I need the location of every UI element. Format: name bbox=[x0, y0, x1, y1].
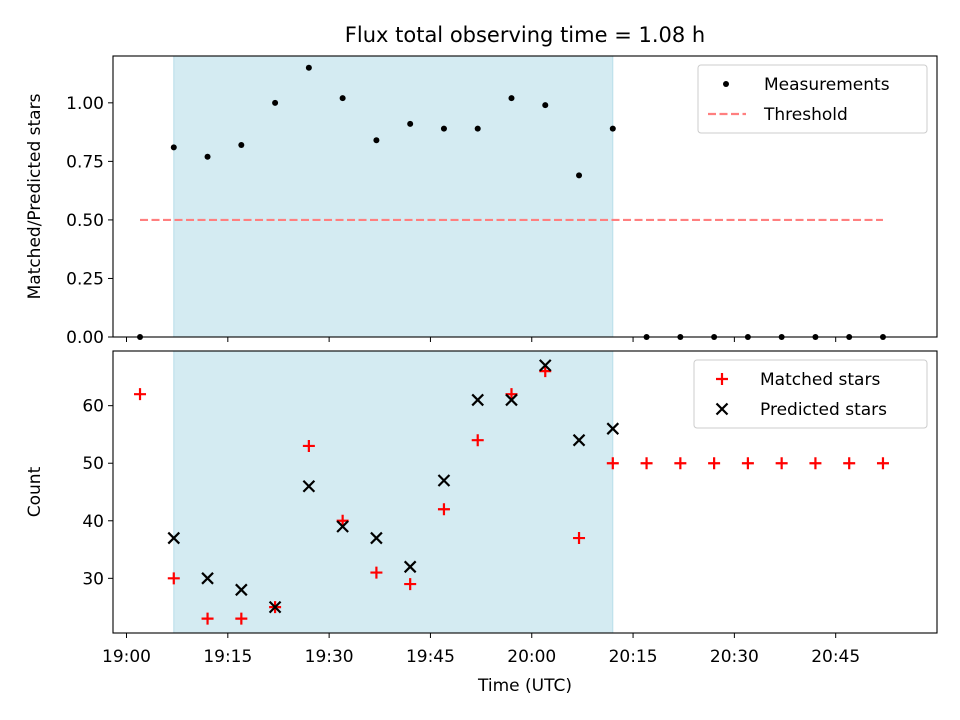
matched-star-point bbox=[573, 532, 586, 545]
matched-star-point bbox=[235, 612, 248, 625]
matched-star-point bbox=[336, 514, 349, 527]
predicted-star-point bbox=[268, 600, 282, 614]
measurement-point bbox=[609, 125, 616, 132]
matched-star-point bbox=[471, 434, 484, 447]
legend-label: Measurements bbox=[764, 75, 890, 95]
legend-label: Predicted stars bbox=[760, 400, 887, 420]
legend-x-marker bbox=[715, 402, 729, 416]
predicted-star-point bbox=[201, 572, 214, 585]
matched-star-point bbox=[640, 457, 653, 470]
axes-frame bbox=[112, 350, 938, 634]
measurement-point bbox=[204, 153, 211, 160]
matched-star-point bbox=[201, 612, 214, 625]
y-tick-label: 1.00 bbox=[66, 94, 104, 114]
predicted-star-point bbox=[403, 560, 417, 574]
predicted-star-point bbox=[336, 520, 349, 533]
predicted-star-point bbox=[437, 474, 451, 487]
matched-star-point bbox=[404, 578, 417, 591]
y-tick-label: 50 bbox=[82, 454, 104, 474]
matched-star-point bbox=[606, 457, 619, 470]
measurement-point bbox=[576, 172, 583, 179]
x-tick-label: 19:00 bbox=[102, 647, 151, 667]
legend-dot-marker bbox=[723, 81, 729, 87]
y-tick-label: 60 bbox=[82, 397, 104, 417]
predicted-star-point bbox=[471, 393, 484, 407]
x-tick-label: 20:45 bbox=[811, 647, 860, 667]
predicted-star-point bbox=[167, 531, 181, 545]
matched-star-point bbox=[505, 388, 518, 401]
x-tick-label: 19:15 bbox=[203, 647, 252, 667]
bottom-panel: 30 40 50 60 19:00 19:15 19:30 19:45 20:00 20:15 20… bbox=[25, 350, 938, 696]
y-tick-label: 30 bbox=[82, 569, 104, 589]
measurement-point bbox=[272, 99, 279, 106]
legend-box bbox=[697, 64, 928, 134]
x-axis-label: Time (UTC) bbox=[477, 676, 572, 696]
x-tick-label: 20:30 bbox=[710, 647, 759, 667]
measurement-point bbox=[339, 95, 346, 102]
matched-star-point bbox=[809, 457, 822, 470]
predicted-star-point bbox=[606, 422, 620, 435]
measurement-point bbox=[373, 137, 380, 144]
legend-label: Matched stars bbox=[760, 370, 880, 390]
x-tick-label: 19:45 bbox=[406, 647, 455, 667]
measurement-point bbox=[305, 64, 312, 71]
matched-star-point bbox=[370, 566, 383, 579]
shaded-observing-window bbox=[173, 350, 614, 634]
top-panel: 0.00 0.25 0.50 0.75 1.00 Matched/Predicted st… bbox=[25, 55, 938, 348]
predicted-star-point bbox=[370, 531, 383, 545]
matched-star-point bbox=[539, 365, 552, 378]
matched-star-point bbox=[167, 572, 180, 585]
measurement-point bbox=[474, 125, 481, 132]
predicted-star-point bbox=[302, 479, 316, 493]
matched-star-point bbox=[843, 457, 856, 470]
measurement-point bbox=[508, 95, 515, 102]
legend-label: Threshold bbox=[763, 105, 848, 125]
measurement-point bbox=[440, 125, 447, 132]
legend: Matched stars Predicted stars bbox=[693, 359, 928, 429]
legend: Measurements Threshold bbox=[697, 64, 928, 134]
figure-title: Flux total observing time = 1.08 h bbox=[345, 23, 705, 47]
y-tick-label: 0.00 bbox=[66, 328, 104, 348]
x-tick-label: 20:15 bbox=[609, 647, 658, 667]
y-tick-label: 40 bbox=[82, 512, 104, 532]
measurement-point bbox=[238, 141, 245, 148]
legend-plus-marker bbox=[716, 373, 728, 385]
measurement-point bbox=[407, 120, 414, 127]
y-tick-label: 0.75 bbox=[66, 152, 104, 172]
matched-star-point bbox=[876, 457, 889, 470]
matched-star-point bbox=[437, 503, 450, 516]
matched-star-point bbox=[708, 457, 721, 470]
matched-star-point bbox=[302, 439, 315, 452]
measurement-point bbox=[170, 144, 177, 151]
axes-frame bbox=[112, 55, 938, 338]
x-tick-label: 19:30 bbox=[305, 647, 354, 667]
y-axis-label: Matched/Predicted stars bbox=[25, 93, 45, 299]
shaded-observing-window bbox=[173, 55, 614, 338]
predicted-star-point bbox=[572, 433, 586, 447]
y-tick-label: 0.25 bbox=[66, 269, 104, 289]
matched-star-point bbox=[741, 457, 754, 470]
predicted-star-point bbox=[505, 393, 518, 407]
y-tick-label: 0.50 bbox=[66, 211, 104, 231]
measurement-point bbox=[542, 102, 549, 109]
predicted-star-point bbox=[538, 359, 552, 372]
legend-box bbox=[693, 359, 928, 429]
x-tick-label: 20:00 bbox=[507, 647, 556, 667]
y-axis-label: Count bbox=[25, 466, 45, 517]
matched-star-point bbox=[134, 388, 147, 401]
matched-star-point bbox=[775, 457, 788, 470]
matched-star-point bbox=[674, 457, 687, 470]
predicted-star-point bbox=[235, 583, 248, 597]
